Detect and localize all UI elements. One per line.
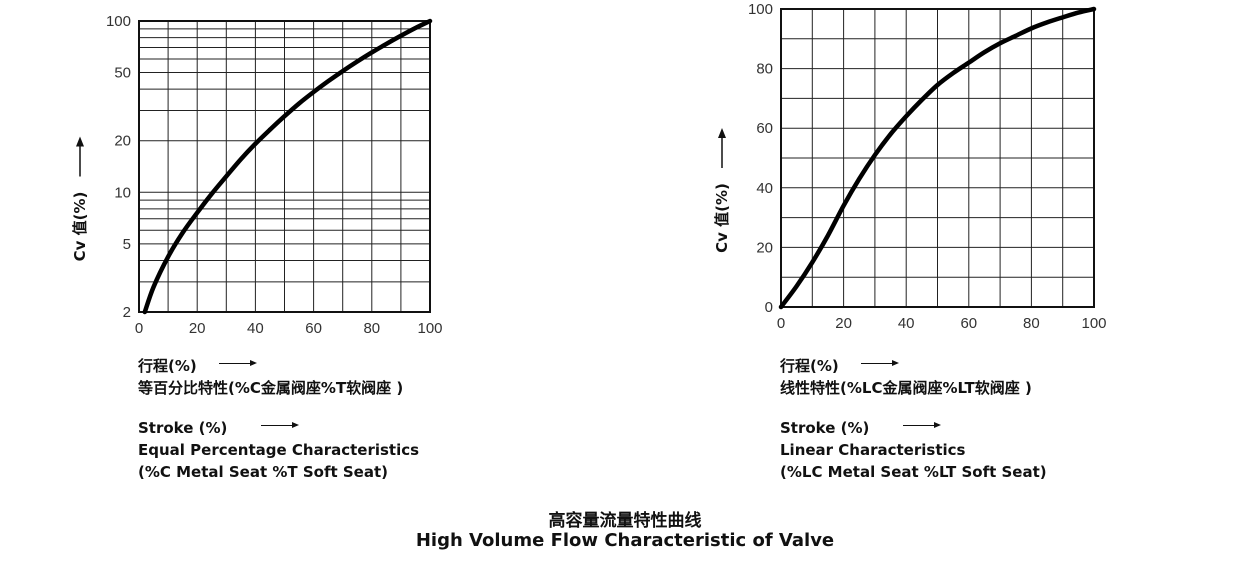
chart2-characteristic-cn: 线性特性(%LC金属阀座%LT软阀座 ): [780, 379, 1032, 397]
y-tick-label: 40: [756, 180, 773, 197]
y-tick-label: 50: [114, 65, 131, 82]
chart1-seat-en: (%C Metal Seat %T Soft Seat): [138, 463, 388, 481]
x-tick-label: 60: [305, 320, 322, 337]
chart2-stroke-cn: 行程(%): [780, 357, 839, 375]
x-tick-label: 40: [898, 315, 915, 332]
plot-frame: [138, 20, 431, 313]
y-axis-label: Cv 值(%): [71, 192, 89, 262]
x-tick-label: 0: [135, 320, 143, 337]
y-tick-label: 5: [123, 236, 131, 253]
x-tick-label: 40: [247, 320, 264, 337]
chart1-caption-en: Stroke (%) Equal Percentage Characterist…: [138, 417, 419, 483]
x-tick-label: 80: [363, 320, 380, 337]
chart2-stroke-en: Stroke (%): [780, 419, 870, 437]
x-tick-label: 20: [189, 320, 206, 337]
chart1-characteristic-cn: 等百分比特性(%C金属阀座%T软阀座 ): [138, 379, 404, 397]
chart2-seat-en: (%LC Metal Seat %LT Soft Seat): [780, 463, 1047, 481]
chart1-characteristic-en: Equal Percentage Characteristics: [138, 441, 420, 459]
y-tick-label: 20: [114, 133, 131, 150]
arrow-right-icon: [218, 360, 257, 366]
footer-title-cn: 高容量流量特性曲线: [548, 511, 702, 531]
y-tick-label: 100: [748, 1, 773, 18]
series-line: [142, 18, 433, 315]
plot-frame: [780, 8, 1095, 308]
x-tick-label: 100: [1081, 315, 1106, 332]
y-tick-label: 2: [123, 304, 131, 321]
y-tick-label: 20: [756, 239, 773, 256]
x-tick-label: 0: [777, 315, 785, 332]
y-tick-label: 80: [756, 61, 773, 78]
arrow-right-icon: [261, 422, 300, 428]
x-tick-label: 20: [835, 315, 852, 332]
linear-chart: 0 20 40 60 80 100 0 20 40 60 80 100 Cv 值(%): [713, 1, 1107, 332]
series-line: [778, 6, 1097, 310]
arrow-up-icon: [718, 128, 726, 138]
arrow-right-icon: [860, 360, 899, 366]
chart1-stroke-cn: 行程(%): [138, 357, 197, 375]
footer-title-en: High Volume Flow Characteristic of Valve: [415, 530, 835, 551]
arrow-right-icon: [903, 422, 942, 428]
chart2-caption-cn: 行程(%) 线性特性(%LC金属阀座%LT软阀座 ): [780, 355, 1032, 399]
y-tick-label: 0: [765, 299, 773, 316]
chart2-characteristic-en: Linear Characteristics: [780, 441, 966, 459]
x-tick-label: 60: [960, 315, 977, 332]
equal-percentage-chart: 0 20 40 60 80 100 2 5 10 20 50 100 Cv 值(%): [71, 13, 443, 337]
x-tick-label: 80: [1023, 315, 1040, 332]
chart1-caption-cn: 行程(%) 等百分比特性(%C金属阀座%T软阀座 ): [138, 355, 403, 399]
y-tick-label: 10: [114, 184, 131, 201]
arrow-up-icon: [76, 136, 84, 147]
x-tick-label: 100: [417, 320, 442, 337]
y-tick-label: 60: [756, 120, 773, 137]
y-tick-label: 100: [106, 13, 131, 30]
chart2-caption-en: Stroke (%) Linear Characteristics (%LC M…: [780, 417, 1047, 483]
chart1-stroke-en: Stroke (%): [138, 419, 228, 437]
y-axis-label: Cv 值(%): [713, 183, 731, 253]
